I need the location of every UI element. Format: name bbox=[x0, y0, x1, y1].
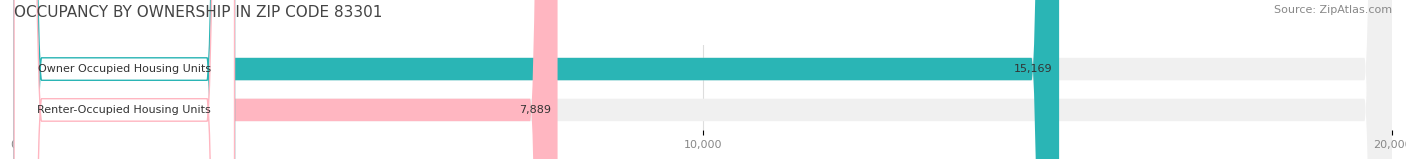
Text: OCCUPANCY BY OWNERSHIP IN ZIP CODE 83301: OCCUPANCY BY OWNERSHIP IN ZIP CODE 83301 bbox=[14, 5, 382, 20]
FancyBboxPatch shape bbox=[14, 0, 235, 159]
Text: Renter-Occupied Housing Units: Renter-Occupied Housing Units bbox=[38, 105, 211, 115]
FancyBboxPatch shape bbox=[14, 0, 558, 159]
Text: 7,889: 7,889 bbox=[519, 105, 551, 115]
FancyBboxPatch shape bbox=[14, 0, 235, 159]
Text: Owner Occupied Housing Units: Owner Occupied Housing Units bbox=[38, 64, 211, 74]
FancyBboxPatch shape bbox=[14, 0, 1392, 159]
FancyBboxPatch shape bbox=[14, 0, 1392, 159]
Text: 15,169: 15,169 bbox=[1014, 64, 1052, 74]
Text: Source: ZipAtlas.com: Source: ZipAtlas.com bbox=[1274, 5, 1392, 15]
FancyBboxPatch shape bbox=[14, 0, 1059, 159]
